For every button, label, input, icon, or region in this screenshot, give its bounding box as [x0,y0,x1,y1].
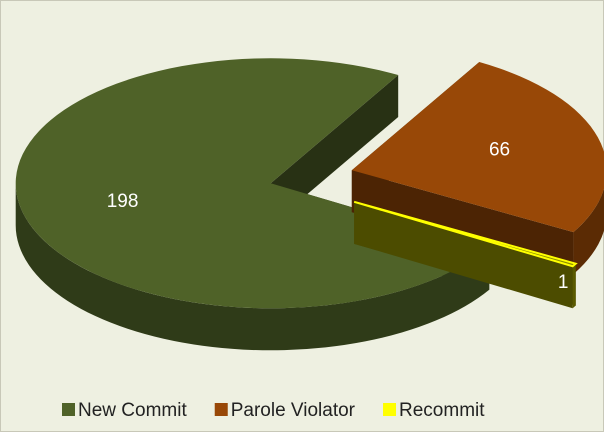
legend-label: Recommit [399,400,485,421]
data-label: 1 [558,272,569,293]
data-label: 66 [489,140,510,161]
slice-wall [572,263,576,309]
legend-swatch [62,403,75,416]
slice-wall [573,188,604,275]
slice-side [354,201,573,309]
slice-top [353,200,578,268]
slice-wall [15,183,490,351]
legend-swatch [383,403,397,416]
slice-side [270,75,399,226]
slice-top [351,62,604,233]
legend-label: Parole Violator [231,400,356,421]
legend-label: New Commit [78,400,187,421]
legend-swatch [214,403,228,416]
data-label: 198 [107,191,139,212]
pie-slice [353,200,578,309]
